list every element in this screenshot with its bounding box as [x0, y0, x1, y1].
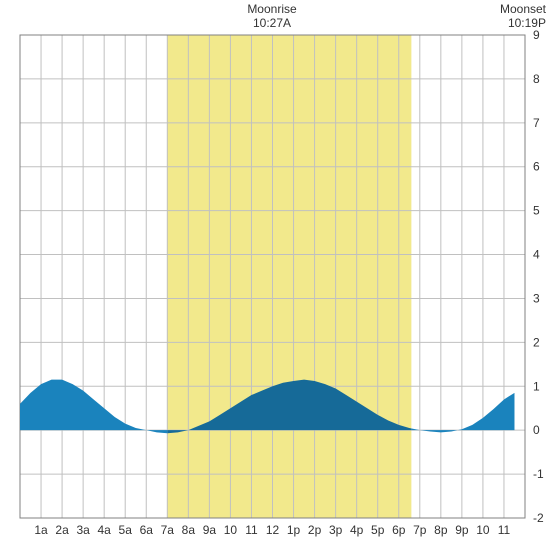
y-tick-label: 6 [533, 160, 540, 174]
x-tick-label: 11 [245, 523, 258, 537]
x-tick-label: 8a [182, 523, 196, 537]
x-tick-label: 4p [350, 523, 364, 537]
y-tick-label: 1 [533, 379, 540, 393]
moonset-time: 10:19P [476, 16, 546, 30]
y-tick-label: -2 [533, 511, 544, 525]
chart-svg: -2-101234567891a2a3a4a5a6a7a8a9a1011121p… [0, 0, 550, 550]
x-tick-label: 1p [287, 523, 301, 537]
x-tick-label: 7a [161, 523, 175, 537]
x-tick-label: 9p [455, 523, 469, 537]
x-tick-label: 10 [476, 523, 490, 537]
y-tick-label: 8 [533, 72, 540, 86]
x-tick-label: 12 [266, 523, 280, 537]
x-tick-label: 3p [329, 523, 343, 537]
tide-chart: Moonrise 10:27A Moonset 10:19P -2-101234… [0, 0, 550, 550]
x-tick-label: 7p [413, 523, 427, 537]
x-tick-label: 10 [224, 523, 238, 537]
x-tick-label: 4a [97, 523, 111, 537]
moonrise-label: Moonrise 10:27A [232, 2, 312, 31]
x-tick-label: 5p [371, 523, 385, 537]
x-tick-label: 6p [392, 523, 406, 537]
y-tick-label: 7 [533, 116, 540, 130]
y-tick-label: 3 [533, 291, 540, 305]
x-tick-label: 11 [498, 523, 511, 537]
moonrise-title: Moonrise [232, 2, 312, 16]
x-tick-label: 3a [76, 523, 90, 537]
moonset-title: Moonset [476, 2, 546, 16]
x-tick-label: 9a [203, 523, 217, 537]
y-tick-label: 4 [533, 248, 540, 262]
y-tick-label: -1 [533, 467, 544, 481]
x-tick-label: 2a [55, 523, 69, 537]
daylight-band [167, 35, 411, 518]
moonrise-time: 10:27A [232, 16, 312, 30]
y-tick-label: 5 [533, 204, 540, 218]
x-tick-label: 1a [34, 523, 48, 537]
x-tick-label: 5a [119, 523, 133, 537]
x-tick-label: 8p [434, 523, 448, 537]
moonset-label: Moonset 10:19P [476, 2, 546, 31]
x-tick-label: 2p [308, 523, 322, 537]
y-tick-label: 0 [533, 423, 540, 437]
y-tick-label: 2 [533, 335, 540, 349]
x-tick-label: 6a [140, 523, 154, 537]
